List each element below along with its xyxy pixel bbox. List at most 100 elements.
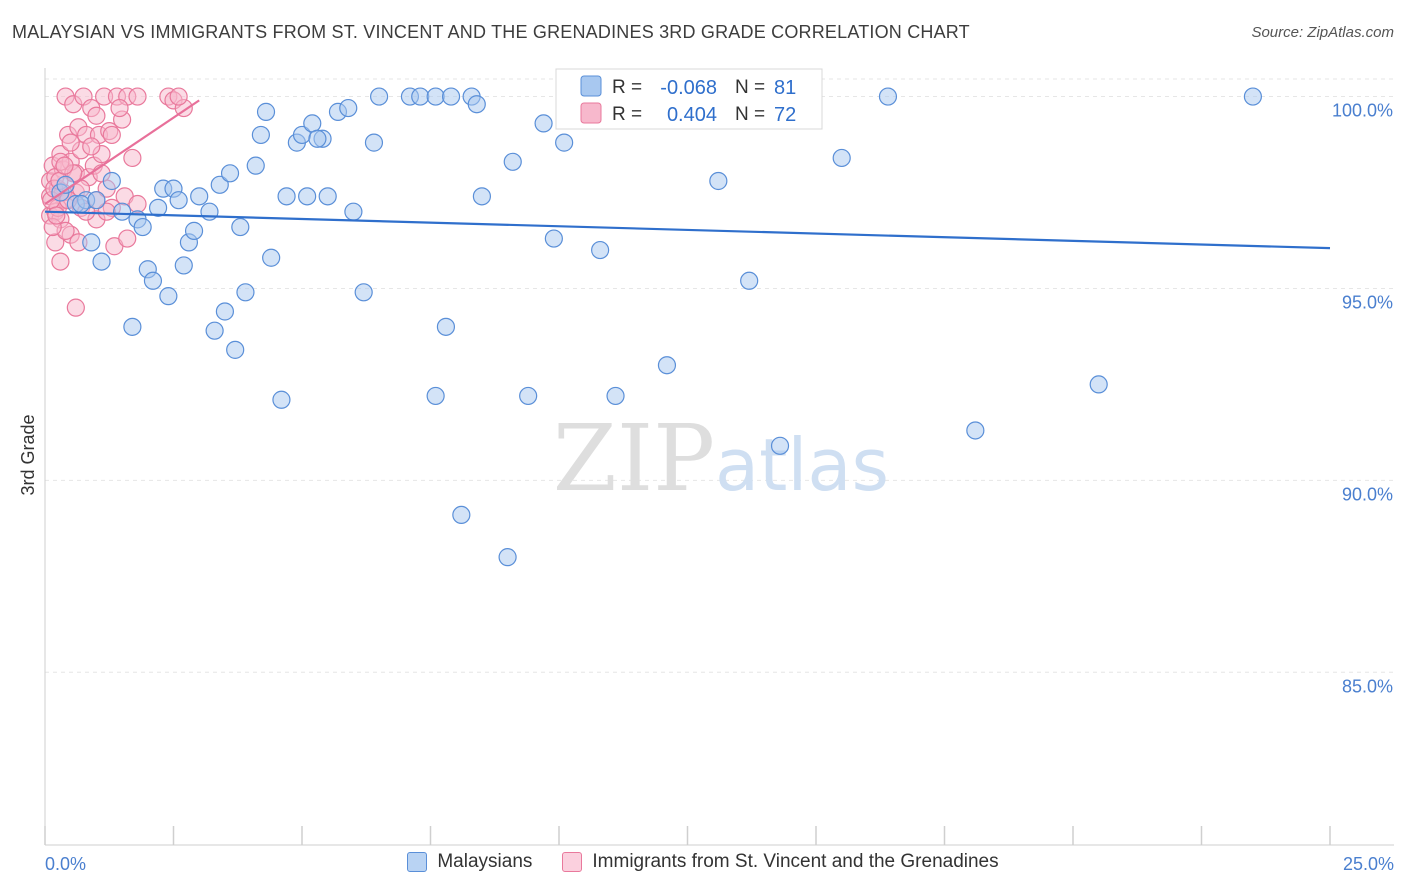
malaysians-point-65 <box>709 171 728 191</box>
immigrants-point-68 <box>55 156 74 175</box>
malaysians-point-6 <box>112 202 132 221</box>
legend-label-immigrants: Immigrants from St. Vincent and the Gren… <box>592 851 999 872</box>
immigrants-point-42 <box>128 87 147 106</box>
malaysians-point-49 <box>436 317 456 336</box>
legend-item-immigrants: Immigrants from St. Vincent and the Gren… <box>562 851 999 873</box>
malaysians-point-64 <box>657 356 677 375</box>
y-tick-label-90: 90.0% <box>1342 484 1393 504</box>
legend-n-value-pink: 72 <box>774 104 796 126</box>
malaysians-point-9 <box>133 217 152 237</box>
malaysians-point-62 <box>606 386 625 406</box>
immigrants-point-9 <box>51 252 70 271</box>
malaysians-point-19 <box>190 187 209 206</box>
immigrants-point-56 <box>87 106 106 125</box>
legend-n-value-blue: 81 <box>774 77 796 99</box>
malaysians-point-53 <box>467 95 486 114</box>
malaysians-point-75 <box>87 191 106 210</box>
malaysians-point-38 <box>318 187 337 206</box>
malaysians-point-44 <box>370 87 389 106</box>
pink-points <box>41 87 193 317</box>
malaysians-point-36 <box>303 114 322 133</box>
chart-title: MALAYSIAN VS IMMIGRANTS FROM ST. VINCENT… <box>12 22 970 42</box>
malaysians-point-59 <box>555 133 574 152</box>
malaysians-point-18 <box>184 221 204 240</box>
immigrants-point-40 <box>118 229 137 248</box>
immigrants-point-50 <box>61 133 80 152</box>
x-tick-label-max: 25.0% <box>1343 854 1394 874</box>
malaysians-point-58 <box>544 229 563 248</box>
immigrants-point-52 <box>102 125 121 145</box>
malaysians-point-66 <box>740 271 759 290</box>
malaysians-point-21 <box>205 321 224 340</box>
malaysians-point-41 <box>344 202 363 221</box>
malaysians-point-29 <box>256 102 276 121</box>
malaysians-point-54 <box>472 187 491 206</box>
malaysians-point-23 <box>215 302 234 321</box>
legend-r-label-2: R = <box>612 104 642 125</box>
malaysians-point-40 <box>339 98 358 118</box>
immigrants-point-58 <box>110 98 129 118</box>
malaysians-point-47 <box>426 87 445 106</box>
y-axis-label: 3rd Grade <box>18 414 38 495</box>
correlation-legend: R = -0.068 N = 81 R = 0.404 N = 72 <box>555 68 823 130</box>
malaysians-point-80 <box>220 164 240 183</box>
malaysians-point-20 <box>200 202 219 221</box>
malaysians-point-15 <box>169 191 188 210</box>
malaysians-point-16 <box>174 256 193 275</box>
malaysians-point-56 <box>503 152 522 171</box>
malaysians-point-51 <box>452 505 471 525</box>
blue-points <box>51 87 1263 567</box>
immigrants-trend-line <box>44 99 200 205</box>
malaysians-point-35 <box>298 187 317 206</box>
watermark-atlas: atlas <box>715 423 889 507</box>
malaysians-point-30 <box>262 248 281 267</box>
malaysians-point-11 <box>143 271 163 290</box>
immigrants-point-71 <box>169 87 188 106</box>
malaysians-point-68 <box>770 436 790 455</box>
malaysians-point-73 <box>1243 87 1263 106</box>
malaysians-point-79 <box>148 198 168 217</box>
legend-r-value-blue: -0.068 <box>660 77 717 99</box>
malaysians-point-4 <box>92 252 111 271</box>
malaysians-point-25 <box>231 217 250 237</box>
malaysians-point-27 <box>246 156 265 175</box>
malaysians-point-43 <box>364 133 384 152</box>
malaysians-point-5 <box>102 171 121 191</box>
malaysians-point-22 <box>210 175 229 194</box>
legend-swatch-blue <box>580 75 602 97</box>
malaysians-point-31 <box>272 390 291 409</box>
legend-swatch-immigrants <box>562 852 583 872</box>
malaysians-point-74 <box>71 194 91 214</box>
malaysians-point-46 <box>411 87 430 106</box>
immigrants-point-59 <box>82 137 101 156</box>
malaysians-point-42 <box>354 283 373 302</box>
malaysians-point-72 <box>1089 375 1108 394</box>
legend-label-malaysians: Malaysians <box>437 851 533 872</box>
malaysians-trend-line <box>44 210 1331 250</box>
immigrants-point-47 <box>66 298 85 317</box>
x-tick-label-min: 0.0% <box>45 854 86 874</box>
malaysians-point-78 <box>308 129 327 148</box>
malaysians-point-57 <box>534 114 553 133</box>
malaysians-point-55 <box>498 548 517 567</box>
malaysians-point-26 <box>236 283 255 302</box>
malaysians-point-61 <box>591 240 610 260</box>
malaysians-point-24 <box>226 340 245 359</box>
malaysians-point-48 <box>426 386 445 406</box>
legend-r-value-pink: 0.404 <box>667 104 717 126</box>
immigrants-point-69 <box>47 206 66 225</box>
legend-n-label: N = <box>735 77 765 98</box>
malaysians-point-69 <box>832 148 851 168</box>
malaysians-point-13 <box>159 287 178 306</box>
watermark-zip: ZIP <box>553 405 715 512</box>
y-tick-label-95: 95.0% <box>1342 292 1393 312</box>
y-tick-label-100: 100.0% <box>1332 101 1393 121</box>
legend-item-malaysians: Malaysians <box>407 851 532 873</box>
malaysians-point-71 <box>966 421 985 440</box>
malaysians-point-32 <box>277 187 296 206</box>
y-tick-labels: 85.0% 90.0% 95.0% 100.0% <box>1332 101 1393 697</box>
legend-n-label-2: N = <box>735 104 765 125</box>
source-label: Source: ZipAtlas.com <box>1251 24 1394 41</box>
malaysians-point-3 <box>82 233 101 252</box>
